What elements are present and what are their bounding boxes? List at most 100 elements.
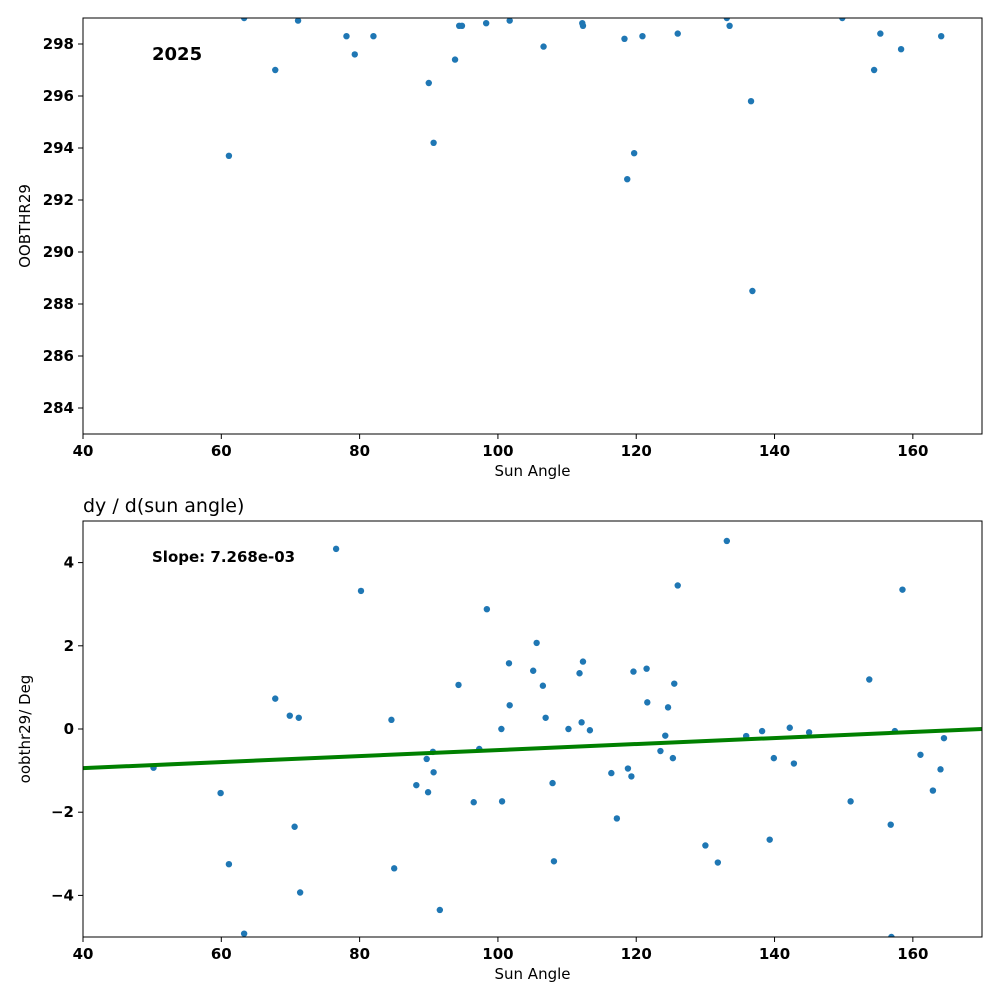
chart-annotation: Slope: 7.268e-03	[152, 548, 295, 566]
data-point	[294, 18, 302, 24]
data-point	[539, 682, 547, 689]
data-point	[343, 33, 350, 40]
y-tick-label: 294	[43, 139, 74, 157]
data-point	[887, 821, 894, 828]
data-point	[388, 716, 395, 724]
data-point	[662, 732, 669, 739]
data-point	[870, 66, 878, 74]
axes-frame	[82, 17, 983, 435]
y-tick-label: 4	[64, 554, 74, 572]
chart-subtitle: dy / d(sun angle)	[83, 495, 244, 517]
data-point	[624, 176, 631, 183]
data-point	[657, 747, 664, 755]
x-tick-label: 100	[482, 442, 513, 460]
chart-annotation: 2025	[152, 44, 202, 65]
data-point	[766, 836, 773, 843]
data-point	[847, 798, 854, 805]
data-point	[714, 859, 722, 866]
data-point	[899, 586, 906, 593]
y-tick-label: 284	[43, 399, 74, 417]
data-point	[723, 18, 731, 22]
data-point	[240, 930, 248, 937]
data-point	[451, 56, 459, 63]
data-point	[608, 769, 615, 777]
data-point	[458, 22, 466, 29]
data-point	[790, 760, 798, 767]
data-point	[747, 98, 755, 105]
data-point	[702, 842, 709, 849]
data-point	[726, 22, 733, 29]
y-tick-label: 298	[43, 35, 74, 53]
x-tick-label: 120	[621, 442, 652, 460]
data-point	[482, 20, 490, 27]
y-tick-label: 2	[64, 637, 74, 655]
data-point	[540, 43, 547, 50]
data-point	[286, 712, 293, 719]
data-point	[937, 766, 944, 773]
x-tick-label: 40	[73, 945, 94, 963]
fit-line	[83, 727, 982, 771]
data-point	[423, 755, 430, 763]
data-point	[669, 754, 677, 762]
data-point	[897, 46, 905, 53]
data-point	[621, 35, 628, 42]
data-point	[643, 665, 650, 672]
data-point	[332, 545, 340, 553]
y-tick-label: −2	[51, 803, 74, 821]
data-point	[940, 734, 948, 742]
data-point	[549, 779, 556, 787]
data-point	[295, 714, 302, 721]
data-point	[937, 33, 945, 40]
data-point	[624, 765, 632, 772]
y-tick-label: 288	[43, 295, 74, 313]
top-scatter-panel: 40 60 80 100 120 140 160 284 286 288 290 292 294 296 2…	[16, 17, 983, 480]
bottom-slope-panel: dy / d(sun angle) 40 60 80 100 120 140 160 −4 −2 0…	[16, 495, 983, 983]
data-point	[917, 751, 924, 758]
x-tick-label: 160	[897, 442, 928, 460]
x-tick-label: 80	[349, 945, 370, 963]
x-tick-label: 40	[73, 442, 94, 460]
data-point	[579, 658, 587, 665]
data-point	[929, 787, 937, 794]
data-point	[425, 79, 432, 87]
data-point	[291, 823, 298, 830]
data-point	[498, 725, 505, 733]
data-point	[498, 798, 506, 805]
data-point	[424, 789, 432, 796]
data-point	[579, 22, 587, 29]
data-point	[351, 51, 358, 58]
data-point	[390, 865, 398, 872]
data-point	[413, 781, 420, 789]
data-point	[723, 537, 731, 545]
data-point	[786, 724, 793, 731]
x-tick-label: 120	[621, 945, 652, 963]
data-point	[749, 287, 756, 295]
data-point	[240, 18, 248, 22]
data-point	[357, 587, 365, 595]
y-tick-label: 296	[43, 87, 74, 105]
x-tick-label: 80	[349, 442, 370, 460]
data-point	[770, 754, 778, 762]
plot-area	[83, 537, 982, 937]
data-point	[272, 695, 279, 702]
data-point	[483, 605, 491, 613]
data-point	[664, 704, 672, 711]
data-point	[455, 681, 462, 689]
data-point	[586, 727, 594, 734]
data-point	[470, 799, 477, 806]
data-point	[542, 714, 549, 721]
x-tick-label: 100	[482, 945, 513, 963]
x-tick-label: 140	[759, 442, 790, 460]
x-axis-label: Sun Angle	[495, 462, 571, 480]
data-point	[805, 729, 813, 736]
data-point	[225, 152, 233, 159]
y-axis-label: OOBTHR29	[16, 184, 34, 268]
data-point	[630, 668, 637, 675]
data-point	[576, 670, 583, 677]
data-point	[506, 18, 513, 24]
data-point	[430, 769, 437, 776]
data-point	[550, 858, 558, 865]
data-point	[578, 719, 585, 726]
data-point	[370, 33, 377, 40]
